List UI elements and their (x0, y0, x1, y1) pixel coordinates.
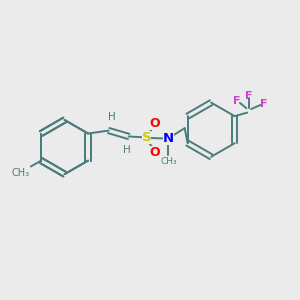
Text: H: H (108, 112, 116, 122)
Text: F: F (232, 96, 240, 106)
Text: CH₃: CH₃ (160, 157, 177, 166)
Text: N: N (163, 132, 174, 145)
Text: O: O (149, 146, 160, 159)
Text: H: H (123, 145, 131, 155)
Text: F: F (260, 99, 268, 110)
Text: CH₃: CH₃ (11, 168, 29, 178)
Text: S: S (142, 131, 151, 144)
Text: F: F (245, 91, 253, 100)
Text: O: O (149, 117, 160, 130)
